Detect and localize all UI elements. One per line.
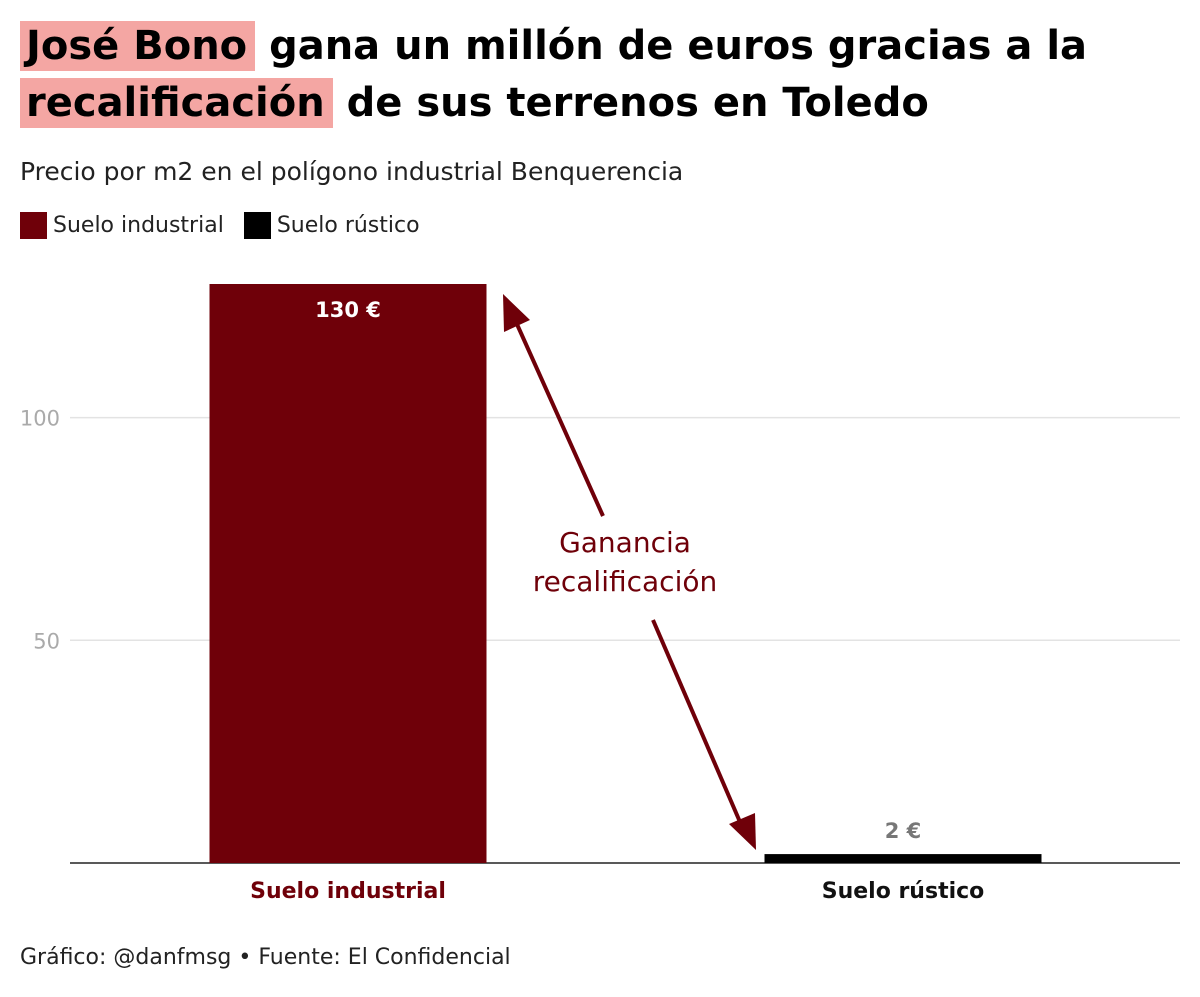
category-label-rustico: Suelo rústico — [822, 879, 985, 904]
value-label-rustico: 2 € — [885, 819, 922, 843]
chart-subtitle: Precio por m2 en el polígono industrial … — [20, 157, 684, 186]
y-tick-label-100: 100 — [20, 407, 60, 431]
legend-item-industrial: Suelo industrial — [20, 212, 224, 239]
title-text-2: de sus terrenos en Toledo — [332, 80, 929, 126]
chart-title: José Bono gana un millón de euros gracia… — [20, 18, 1180, 132]
title-text-1: gana un millón de euros gracias a la — [255, 23, 1088, 69]
annotation-line-1: Ganancia — [559, 526, 691, 559]
bar-industrial — [209, 284, 487, 863]
annotation-arrow-up-shaft — [514, 321, 605, 517]
legend: Suelo industrial Suelo rústico — [20, 212, 440, 239]
labels: 130 € Suelo industrial 2 € Suelo rústico — [250, 298, 984, 904]
y-tick-label-50: 50 — [33, 629, 60, 653]
legend-swatch-industrial — [20, 212, 47, 239]
legend-item-rustico: Suelo rústico — [243, 212, 420, 239]
legend-label-rustico: Suelo rústico — [276, 213, 420, 238]
gridlines: 50 100 — [20, 407, 1180, 864]
legend-swatch-rustico — [243, 212, 271, 239]
value-label-industrial: 130 € — [315, 298, 381, 322]
legend-label-industrial: Suelo industrial — [53, 213, 224, 238]
annotation-line-2: recalificación — [533, 565, 717, 598]
bars — [209, 284, 1042, 863]
annotation-arrow-up-head — [503, 294, 530, 332]
annotation-arrow-down-head — [729, 813, 756, 850]
source-credit: Gráfico: @danfmsg • Fuente: El Confidenc… — [20, 945, 511, 970]
title-highlight-name: José Bono — [20, 21, 256, 71]
annotation: Ganancia recalificación — [503, 294, 756, 850]
bar-rustico — [764, 854, 1042, 863]
category-label-industrial: Suelo industrial — [250, 879, 446, 904]
bar-chart: 50 100 130 € Suelo industrial 2 € Suelo rúst… — [20, 284, 1180, 904]
annotation-arrow-down-shaft — [651, 619, 742, 823]
title-highlight-recalificacion: recalificación — [20, 78, 333, 128]
